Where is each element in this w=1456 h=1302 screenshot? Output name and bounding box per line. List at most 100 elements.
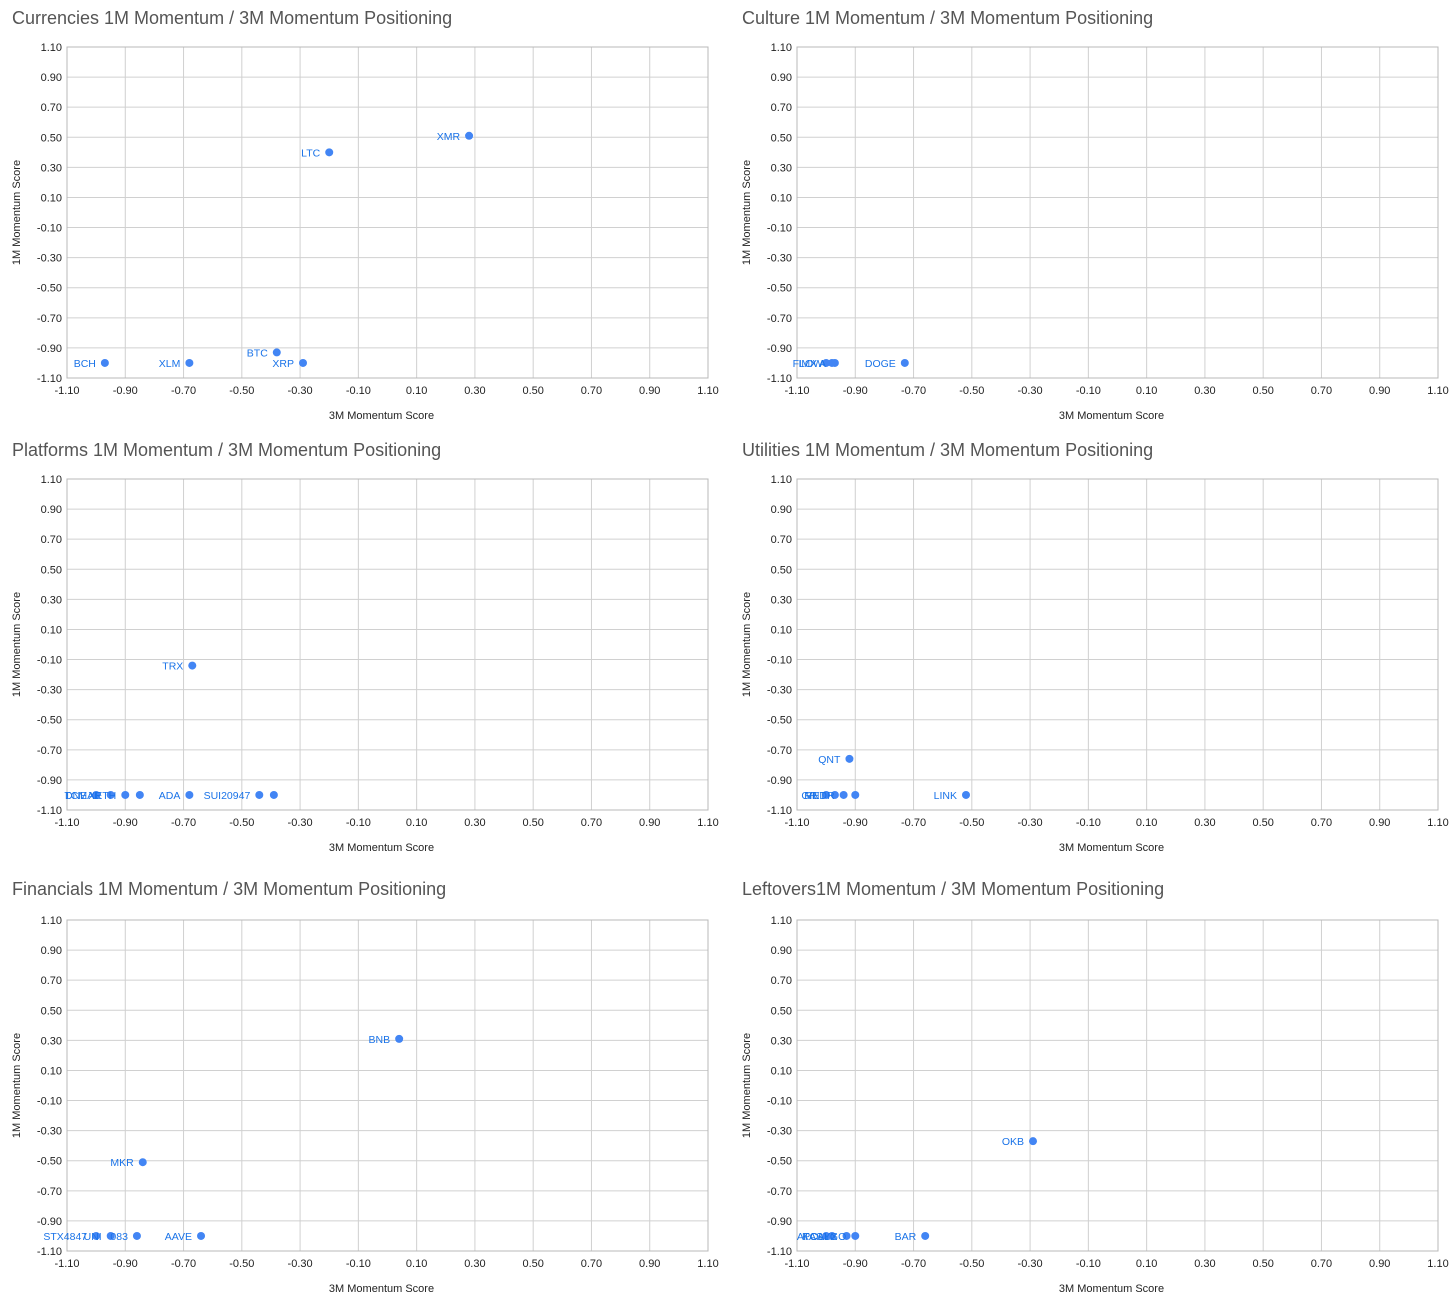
- y-tick-label: 0.50: [771, 1005, 792, 1017]
- x-tick-label: 0.70: [581, 385, 602, 397]
- chart-title: Utilities 1M Momentum / 3M Momentum Posi…: [742, 440, 1154, 460]
- x-tick-label: 1.10: [697, 817, 718, 829]
- data-point: [106, 1231, 115, 1240]
- y-axis-title: 1M Momentum Score: [741, 1033, 753, 1138]
- chart-panel-platforms: Platforms 1M Momentum / 3M Momentum Posi…: [0, 432, 728, 864]
- data-point: [842, 1231, 851, 1240]
- y-tick-label: -0.10: [37, 223, 62, 235]
- x-tick-label: -0.10: [1076, 817, 1101, 829]
- data-point: [269, 790, 278, 799]
- data-point: [106, 790, 115, 799]
- y-tick-label: -0.10: [37, 655, 62, 667]
- y-tick-label: 0.70: [41, 975, 62, 987]
- y-axis-title: 1M Momentum Score: [11, 592, 23, 697]
- y-tick-label: -1.10: [767, 805, 792, 817]
- y-tick-label: -0.50: [37, 715, 62, 727]
- data-point-label: SUI20947: [204, 790, 251, 802]
- x-tick-label: -0.90: [843, 385, 868, 397]
- y-axis-title: 1M Momentum Score: [11, 160, 23, 265]
- x-tick-label: 0.50: [522, 817, 543, 829]
- y-tick-label: -0.10: [767, 223, 792, 235]
- plot-area-border: [66, 46, 709, 379]
- x-tick-label: 1.10: [1427, 817, 1448, 829]
- data-point-label: DNEAR: [65, 790, 102, 802]
- data-point-label: XMR: [437, 131, 461, 143]
- y-tick-label: 0.50: [771, 132, 792, 144]
- chart-panel-culture: Culture 1M Momentum / 3M Momentum Positi…: [730, 0, 1456, 432]
- x-axis-title: 3M Momentum Score: [1059, 410, 1164, 422]
- x-tick-label: -0.30: [1018, 1258, 1043, 1270]
- x-tick-label: -0.30: [288, 385, 313, 397]
- y-tick-label: -1.10: [37, 373, 62, 385]
- x-tick-label: 0.50: [1252, 817, 1273, 829]
- y-tick-label: 0.30: [771, 1035, 792, 1047]
- x-tick-label: -0.90: [843, 1258, 868, 1270]
- x-tick-label: -0.50: [229, 385, 254, 397]
- chart-title: Leftovers1M Momentum / 3M Momentum Posit…: [742, 879, 1165, 899]
- data-point-label: IMX: [798, 358, 817, 370]
- y-tick-label: 0.30: [41, 594, 62, 606]
- y-tick-label: -1.10: [37, 805, 62, 817]
- y-tick-label: -0.50: [37, 1156, 62, 1168]
- y-tick-label: -0.50: [767, 1156, 792, 1168]
- y-tick-label: 0.30: [41, 1035, 62, 1047]
- y-tick-label: 0.30: [771, 162, 792, 174]
- y-tick-label: -0.90: [767, 343, 792, 355]
- data-point-label: KAS: [802, 1231, 823, 1243]
- data-point: [132, 1231, 141, 1240]
- data-point: [395, 1034, 404, 1043]
- y-axis-title: 1M Momentum Score: [11, 1033, 23, 1138]
- data-point: [325, 148, 334, 157]
- y-tick-label: -0.90: [767, 775, 792, 787]
- data-point-label: LINK: [934, 790, 957, 802]
- y-tick-label: 0.70: [41, 102, 62, 114]
- x-tick-label: -0.90: [113, 385, 138, 397]
- x-tick-label: -0.70: [901, 385, 926, 397]
- chart-panel-leftovers: Leftovers1M Momentum / 3M Momentum Posit…: [730, 871, 1456, 1302]
- data-point: [138, 1158, 147, 1167]
- data-point-label: ADA: [159, 790, 181, 802]
- y-tick-label: -0.30: [767, 685, 792, 697]
- x-tick-label: -0.70: [171, 1258, 196, 1270]
- plot-area-border: [796, 478, 1439, 811]
- data-point: [100, 358, 109, 367]
- y-tick-label: 0.10: [41, 1065, 62, 1077]
- data-point-label: BCH: [74, 358, 96, 370]
- data-point-label: BTC: [247, 347, 268, 359]
- data-point: [465, 131, 474, 140]
- x-tick-label: -0.10: [1076, 1258, 1101, 1270]
- chart-panel-utilities: Utilities 1M Momentum / 3M Momentum Posi…: [730, 432, 1456, 864]
- data-point-label: TCM: [64, 790, 87, 802]
- x-tick-label: 0.70: [1311, 1258, 1332, 1270]
- x-axis-title: 3M Momentum Score: [329, 410, 434, 422]
- x-tick-label: -0.10: [346, 817, 371, 829]
- data-point-label: BAR: [895, 1231, 917, 1243]
- y-tick-label: -0.70: [767, 1186, 792, 1198]
- scatter-chart-culture: -1.10 -0.90 -0.70 -0.50 -0.30 -0.10 0.10 0.30 0.…: [741, 42, 1449, 422]
- y-tick-label: 0.90: [41, 945, 62, 957]
- y-tick-label: -0.70: [37, 1186, 62, 1198]
- data-point: [851, 1231, 860, 1240]
- x-tick-label: 1.10: [1427, 1258, 1448, 1270]
- y-tick-label: 0.10: [41, 624, 62, 636]
- x-tick-label: -0.30: [288, 1258, 313, 1270]
- data-point-label: TRX: [162, 661, 183, 673]
- chart-title: Financials 1M Momentum / 3M Momentum Pos…: [12, 879, 447, 899]
- x-tick-label: -1.10: [784, 385, 809, 397]
- x-tick-label: 1.10: [697, 385, 718, 397]
- y-tick-label: -0.90: [767, 1216, 792, 1228]
- scatter-chart-utilities: -1.10 -0.90 -0.70 -0.50 -0.30 -0.10 0.10 0.30 0.…: [741, 474, 1449, 854]
- y-tick-label: 0.70: [771, 534, 792, 546]
- scatter-chart-platforms: -1.10 -0.90 -0.70 -0.50 -0.30 -0.10 0.10 0.30 0.…: [11, 474, 719, 854]
- x-tick-label: 0.10: [406, 817, 427, 829]
- y-tick-label: 1.10: [771, 42, 792, 54]
- data-point-label: DOGE: [865, 358, 896, 370]
- y-tick-label: -0.90: [37, 775, 62, 787]
- x-tick-label: 0.70: [1311, 817, 1332, 829]
- x-tick-label: -0.50: [959, 817, 984, 829]
- data-point-label: MKR: [110, 1157, 134, 1169]
- y-tick-label: -1.10: [767, 373, 792, 385]
- data-point-label: ALGO: [817, 1231, 846, 1243]
- x-tick-label: 0.10: [1136, 1258, 1157, 1270]
- y-tick-label: -0.30: [37, 253, 62, 265]
